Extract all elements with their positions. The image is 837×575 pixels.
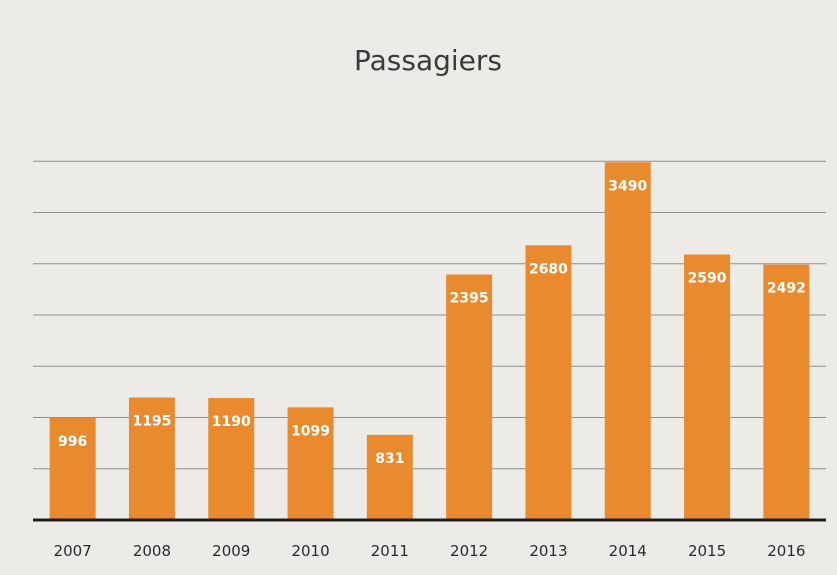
bar-2009 [208, 398, 255, 520]
x-tick-label-2015: 2015 [688, 542, 726, 560]
data-label-2011: 831 [375, 451, 404, 467]
data-label-2008: 1195 [132, 414, 171, 430]
data-label-2014: 3490 [608, 178, 647, 194]
chart-title: Passagiers [354, 44, 502, 77]
bar-2011 [366, 434, 413, 520]
x-tick-label-2013: 2013 [529, 542, 567, 560]
x-tick-label-2008: 2008 [133, 542, 171, 560]
x-tick-label-2014: 2014 [609, 542, 647, 560]
x-tick-label-2007: 2007 [54, 542, 92, 560]
bar-2013 [525, 245, 572, 521]
x-tick-label-2012: 2012 [450, 542, 488, 560]
x-tick-label-2010: 2010 [291, 542, 329, 560]
x-tick-label-2011: 2011 [371, 542, 409, 560]
data-label-2013: 2680 [529, 261, 568, 277]
bar-2010 [287, 407, 334, 520]
bar-2015 [684, 254, 731, 520]
bar-2012 [446, 274, 493, 520]
data-label-2010: 1099 [291, 423, 330, 439]
bar-2007 [49, 417, 96, 520]
bars [49, 162, 810, 521]
bar-2016 [763, 264, 810, 520]
x-tick-label-2016: 2016 [767, 542, 805, 560]
data-label-2012: 2395 [450, 291, 489, 307]
x-tick-label-2009: 2009 [212, 542, 250, 560]
data-label-2015: 2590 [688, 271, 727, 287]
data-label-2007: 996 [58, 434, 87, 450]
x-tick-labels: 2007 2008 2009 2010 2011 2012 2013 2014 2015 2016 [54, 542, 806, 560]
bar-2008 [128, 397, 175, 520]
bar-2014 [604, 162, 651, 520]
data-label-2009: 1190 [212, 414, 251, 430]
data-labels: 996 1195 1190 1099 831 2395 2680 3490 2590 2492 [58, 178, 806, 467]
data-label-2016: 2492 [767, 281, 806, 297]
